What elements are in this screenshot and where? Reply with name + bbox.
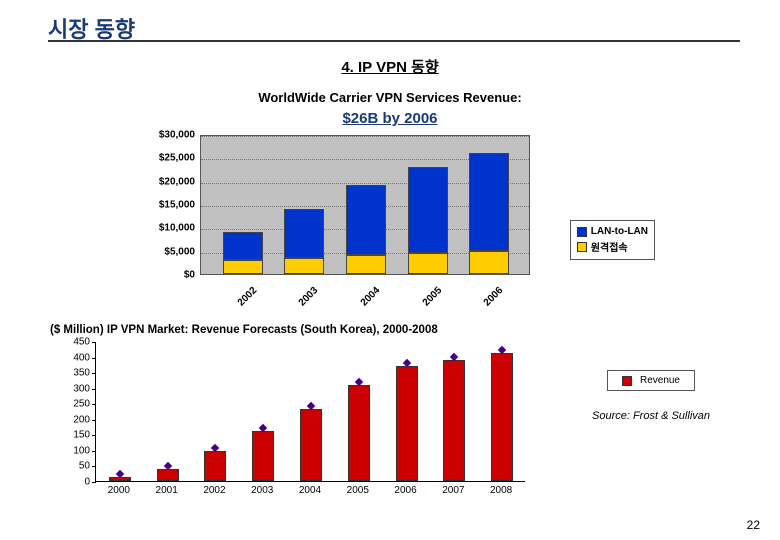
chart2-bar bbox=[252, 431, 274, 481]
chart2-bar bbox=[300, 409, 322, 481]
chart2-ytick: 200 bbox=[55, 414, 90, 425]
chart1-xtick: 2005 bbox=[420, 285, 444, 309]
legend-label-lan: LAN-to-LAN bbox=[591, 226, 648, 237]
chart1-title-line2: $26B by 2006 bbox=[342, 110, 437, 127]
chart2-xtick: 2008 bbox=[490, 485, 512, 496]
chart2-bar bbox=[396, 366, 418, 481]
title-divider bbox=[48, 40, 740, 42]
chart2-ytick: 400 bbox=[55, 352, 90, 363]
chart2-xtick: 2002 bbox=[203, 485, 225, 496]
chart2-unit: ($ Million) bbox=[50, 324, 104, 336]
chart2-xtick: 2007 bbox=[442, 485, 464, 496]
chart1-legend: LAN-to-LAN 원격접속 bbox=[570, 220, 655, 260]
chart2-xtick: 2001 bbox=[156, 485, 178, 496]
chart1-ytick: $15,000 bbox=[130, 200, 195, 211]
chart1-bar-top bbox=[346, 185, 386, 255]
chart1-bar-bottom bbox=[346, 255, 386, 274]
chart2-ytick: 300 bbox=[55, 383, 90, 394]
chart2-xtick: 2003 bbox=[251, 485, 273, 496]
chart2-source: Source: Frost & Sullivan bbox=[592, 410, 710, 422]
legend-item-remote: 원격접속 bbox=[577, 239, 648, 254]
section-title: 4. IP VPN 동향 bbox=[341, 56, 438, 77]
chart2-xtick: 2006 bbox=[394, 485, 416, 496]
chart2-plot bbox=[95, 342, 525, 482]
chart1-bar-bottom bbox=[469, 251, 509, 274]
chart1-xtick: 2002 bbox=[235, 285, 259, 309]
page-number: 22 bbox=[747, 518, 760, 532]
chart2-ytick: 450 bbox=[55, 337, 90, 348]
chart2-title: ($ Million) IP VPN Market: Revenue Forec… bbox=[50, 324, 438, 336]
chart2-bar bbox=[204, 451, 226, 481]
chart1-ytick: $5,000 bbox=[130, 246, 195, 257]
chart2-xtick: 2004 bbox=[299, 485, 321, 496]
chart1-bar-bottom bbox=[284, 258, 324, 274]
chart2-ytick: 100 bbox=[55, 445, 90, 456]
chart1-bar-top bbox=[223, 232, 263, 260]
legend-label-remote: 원격접속 bbox=[591, 239, 628, 254]
worldwide-vpn-chart: LAN-to-LAN 원격접속 $0 $5,000 $10,000 $15,000 $2… bbox=[130, 135, 650, 305]
chart1-ytick: $30,000 bbox=[130, 130, 195, 141]
chart1-plot bbox=[200, 135, 530, 275]
chart1-bar-top bbox=[408, 167, 448, 253]
chart1-ytick: $25,000 bbox=[130, 153, 195, 164]
korea-forecast-chart: ($ Million) IP VPN Market: Revenue Forec… bbox=[40, 330, 740, 510]
chart1-bar-bottom bbox=[408, 253, 448, 274]
chart1-bar-top bbox=[284, 209, 324, 258]
chart2-ytick: 150 bbox=[55, 430, 90, 441]
chart1-ytick: $10,000 bbox=[130, 223, 195, 234]
chart2-xtick: 2005 bbox=[347, 485, 369, 496]
chart1-xtick: 2004 bbox=[359, 285, 383, 309]
chart2-xtick: 2000 bbox=[108, 485, 130, 496]
legend-item-lan: LAN-to-LAN bbox=[577, 226, 648, 237]
chart2-legend-label: Revenue bbox=[640, 375, 680, 386]
chart2-bar bbox=[443, 360, 465, 481]
chart1-xtick: 2003 bbox=[297, 285, 321, 309]
chart2-bar bbox=[348, 385, 370, 481]
chart1-ytick: $20,000 bbox=[130, 176, 195, 187]
chart2-ytick: 350 bbox=[55, 368, 90, 379]
chart2-bar bbox=[491, 353, 513, 481]
chart1-bar-bottom bbox=[223, 260, 263, 274]
chart2-ytick: 250 bbox=[55, 399, 90, 410]
chart2-legend: Revenue bbox=[607, 370, 695, 391]
chart2-ytick: 50 bbox=[55, 461, 90, 472]
chart1-bar-top bbox=[469, 153, 509, 251]
chart1-ytick: $0 bbox=[130, 270, 195, 281]
chart2-ytick: 0 bbox=[55, 477, 90, 488]
chart2-heading: IP VPN Market: Revenue Forecasts (South … bbox=[107, 324, 438, 336]
chart1-xtick: 2006 bbox=[482, 285, 506, 309]
chart1-title-line1: WorldWide Carrier VPN Services Revenue: bbox=[258, 90, 521, 105]
